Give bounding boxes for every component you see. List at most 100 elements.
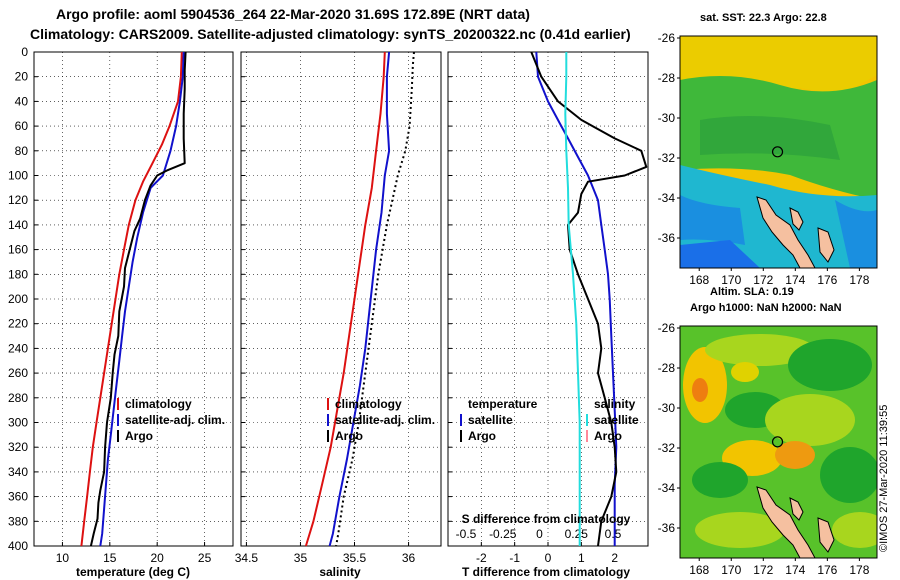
sla-lat-label: -30 [658,401,676,415]
diff-xtick-label: 2 [611,551,618,565]
depth-tick-label: 20 [15,70,29,84]
depth-tick-label: 40 [15,94,29,108]
temp-series-line [99,51,185,547]
sla-lon-label: 176 [817,563,837,577]
salinity-legend: climatology satellite-adj. clim. Argo [327,397,435,443]
sla-lon-label: 170 [721,563,741,577]
diff-legend-salinity-heading: salinity [594,397,636,411]
depth-tick-label: 200 [8,292,28,306]
temp-xtick-label: 20 [151,551,165,565]
s-diff-tick-label: -0.25 [489,527,517,541]
depth-tick-label: 320 [8,440,28,454]
sst-lon-label: 178 [849,273,869,287]
diff-legend-t-argo: Argo [468,429,496,443]
salinity-panel: 34.5 35 35.5 36 salinity climatology satell… [235,51,442,579]
sal-series-line [328,51,391,547]
depth-tick-label: 120 [8,193,28,207]
diff-series-line [535,51,618,546]
sla-map: -26 -28 -30 -32 -34 -36 168 170 172 174 176 178 [658,321,878,577]
sst-lat-label: -26 [658,31,676,45]
sal-series-line [304,51,386,547]
sal-xtick-label: 34.5 [235,551,259,565]
sal-series-line [335,51,415,547]
depth-tick-label: 280 [8,391,28,405]
temp-xtick-label: 15 [103,551,117,565]
depth-tick-label: 140 [8,218,28,232]
sst-lat-label: -30 [658,111,676,125]
temp-legend-climatology: climatology [125,397,192,411]
sst-lon-label: 168 [689,273,709,287]
diff-legend-s-argo: Argo [594,429,622,443]
sal-xtick-label: 35 [294,551,308,565]
sla-lon-label: 172 [753,563,773,577]
temp-xtick-label: 25 [198,551,212,565]
depth-tick-label: 300 [8,416,28,430]
plot-title-line1: Argo profile: aoml 5904536_264 22-Mar-20… [56,6,530,22]
diff-legend-t-satellite: satellite [468,413,513,427]
depth-tick-label: 260 [8,366,28,380]
plot-title-line2: Climatology: CARS2009. Satellite-adjuste… [30,26,631,42]
sla-lon-label: 178 [849,563,869,577]
depth-tick-label: 180 [8,267,28,281]
depth-tick-label: 220 [8,317,28,331]
diff-series-line [564,52,581,546]
difference-legend: temperature satellite Argo salinity sate… [460,397,639,443]
depth-tick-label: 60 [15,119,29,133]
temp-legend-argo: Argo [125,429,153,443]
sla-lon-label: 174 [785,563,805,577]
s-diff-tick-label: 0.25 [565,527,589,541]
s-diff-tick-label: 0.5 [605,527,622,541]
depth-tick-label: 80 [15,144,29,158]
temperature-panel: 0 20 40 60 80 100 120 140 160 180 200 220 240 260 280 3… [8,45,234,579]
sst-lon-label: 176 [817,273,837,287]
temp-series-line [89,51,187,547]
s-diff-tick-label: 0 [536,527,543,541]
t-difference-x-label: T difference from climatology [462,565,630,579]
sst-map: -26 -28 -30 -32 -34 -36 168 170 172 174 176 178 [658,31,878,287]
depth-tick-label: 100 [8,169,28,183]
difference-panel: -2 -1 0 1 2 -0.5 -0.25 0 0.25 0.5 T difference f… [447,51,649,579]
sst-lat-label: -36 [658,231,676,245]
temperature-x-label: temperature (deg C) [76,565,190,579]
sla-lat-label: -32 [658,441,676,455]
sst-lat-label: -32 [658,151,676,165]
depth-tick-label: 0 [21,45,28,59]
argo-location-marker [771,146,784,158]
sal-legend-climatology: climatology [335,397,402,411]
argo-location-marker [771,436,784,448]
sst-map-title: sat. SST: 22.3 Argo: 22.8 [700,12,827,24]
depth-tick-label: 360 [8,490,28,504]
sla-lat-label: -34 [658,481,676,495]
sla-lat-label: -26 [658,321,676,335]
diff-xtick-label: -1 [509,551,520,565]
depth-tick-label: 400 [8,539,28,553]
temp-legend-satellite: satellite-adj. clim. [125,413,225,427]
depth-tick-label: 240 [8,341,28,355]
sal-legend-satellite: satellite-adj. clim. [335,413,435,427]
sal-legend-argo: Argo [335,429,363,443]
sst-lon-label: 174 [785,273,805,287]
sst-lon-label: 170 [721,273,741,287]
sla-lat-label: -36 [658,521,676,535]
temperature-legend: climatology satellite-adj. clim. Argo [117,397,225,443]
sla-map-subtitle: Argo h1000: NaN h2000: NaN [690,302,842,314]
sla-map-title: Altim. SLA: 0.19 [710,286,794,298]
sal-xtick-label: 36 [402,551,416,565]
s-diff-tick-label: -0.5 [456,527,477,541]
sst-lat-label: -34 [658,191,676,205]
depth-tick-label: 380 [8,514,28,528]
diff-legend-s-satellite: satellite [594,413,639,427]
diff-series-line [530,51,648,547]
depth-tick-label: 340 [8,465,28,479]
diff-xtick-label: -2 [476,551,487,565]
depth-tick-label: 160 [8,243,28,257]
sst-lat-label: -28 [658,71,676,85]
diff-legend-temperature-heading: temperature [468,397,538,411]
salinity-x-label: salinity [319,565,361,579]
sla-lon-label: 168 [689,563,709,577]
s-difference-label: S difference from climatology [462,512,631,526]
sla-lat-label: -28 [658,361,676,375]
diff-xtick-label: 1 [578,551,585,565]
temp-series-line [80,51,183,547]
